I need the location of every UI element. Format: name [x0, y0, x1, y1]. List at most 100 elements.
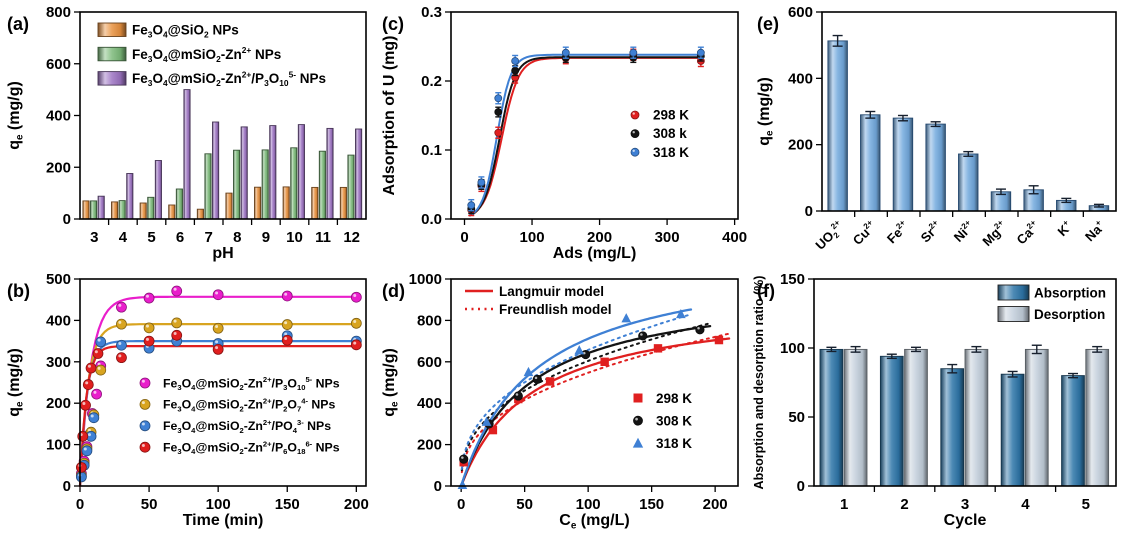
svg-text:(f): (f): [757, 281, 775, 301]
svg-text:3: 3: [90, 229, 98, 246]
svg-text:(e): (e): [757, 14, 779, 34]
svg-text:2: 2: [900, 496, 908, 513]
svg-text:0.0: 0.0: [421, 211, 442, 228]
svg-text:Fe2+: Fe2+: [884, 218, 912, 246]
svg-text:0: 0: [63, 478, 71, 495]
svg-text:318 K: 318 K: [656, 436, 692, 451]
svg-text:400: 400: [417, 395, 442, 412]
svg-text:Ce (mg/L): Ce (mg/L): [559, 512, 629, 532]
svg-text:0: 0: [797, 478, 805, 495]
svg-text:Langmuir model: Langmuir model: [499, 284, 604, 299]
svg-text:qe (mg/g): qe (mg/g): [381, 348, 401, 417]
svg-text:0: 0: [63, 211, 71, 228]
svg-text:50: 50: [516, 496, 533, 513]
svg-text:1: 1: [840, 496, 848, 513]
svg-text:Fe3O4@mSiO2-Zn2+/P3O105- NPs: Fe3O4@mSiO2-Zn2+/P3O105- NPs: [132, 69, 326, 88]
svg-text:150: 150: [639, 496, 664, 513]
svg-text:Fe3O4@mSiO2-Zn2+/PO43- NPs: Fe3O4@mSiO2-Zn2+/PO43- NPs: [163, 418, 331, 435]
svg-text:Fe3O4@mSiO2-Zn2+/P6O186- NPs: Fe3O4@mSiO2-Zn2+/P6O186- NPs: [163, 439, 340, 456]
chart-panel-e: UO22+Cu2+Fe2+Sr2+Ni2+Mg2+Ca2+ K+ Na+ 0 200 40…: [750, 0, 1126, 267]
chart-panel-d: 0 50 100 150 200 0 200 400 600 800 1000 Ce (mg/L) qe…: [375, 267, 750, 534]
svg-text:400: 400: [46, 312, 71, 329]
svg-text:4: 4: [1021, 496, 1030, 513]
svg-text:qe (mg/g): qe (mg/g): [756, 77, 776, 146]
svg-text:Desorption: Desorption: [1034, 307, 1105, 322]
svg-text:5: 5: [147, 229, 155, 246]
svg-text:4: 4: [119, 229, 128, 246]
svg-text:Ni2+: Ni2+: [950, 218, 977, 245]
svg-text:10: 10: [286, 229, 303, 246]
svg-text:600: 600: [788, 4, 813, 21]
svg-text:(b): (b): [7, 281, 30, 301]
svg-text:200: 200: [703, 496, 728, 513]
svg-text:Sr2+: Sr2+: [917, 218, 944, 245]
svg-text:Cycle: Cycle: [944, 512, 987, 529]
svg-text:298 K: 298 K: [653, 108, 689, 123]
svg-text:150: 150: [275, 496, 300, 513]
svg-text:100: 100: [576, 496, 601, 513]
svg-text:298 K: 298 K: [656, 391, 692, 406]
svg-text:3: 3: [961, 496, 969, 513]
svg-text:Mg2+: Mg2+: [979, 218, 1010, 249]
svg-text:Fe3O4@mSiO2-Zn2+ NPs: Fe3O4@mSiO2-Zn2+ NPs: [132, 45, 281, 64]
svg-text:9: 9: [262, 229, 270, 246]
svg-text:308 K: 308 K: [656, 414, 692, 429]
svg-text:qe (mg/g): qe (mg/g): [6, 81, 26, 150]
svg-text:5: 5: [1082, 496, 1090, 513]
svg-text:100: 100: [780, 340, 805, 357]
svg-text:800: 800: [46, 4, 71, 21]
svg-text:150: 150: [780, 271, 805, 288]
svg-text:200: 200: [417, 437, 442, 454]
svg-text:0.3: 0.3: [421, 4, 442, 21]
svg-text:400: 400: [722, 229, 747, 246]
chart-panel-c: 0 100 200 300 400 0.0 0.1 0.2 0.3 Ads (mg/L) Adsor…: [375, 0, 750, 267]
svg-text:200: 200: [344, 496, 369, 513]
svg-text:100: 100: [520, 229, 545, 246]
svg-text:Time (min): Time (min): [183, 512, 264, 529]
svg-text:800: 800: [417, 312, 442, 329]
svg-text:100: 100: [206, 496, 231, 513]
svg-text:12: 12: [343, 229, 360, 246]
svg-text:11: 11: [315, 229, 331, 246]
svg-text:50: 50: [788, 409, 805, 426]
svg-text:Ads (mg/L): Ads (mg/L): [553, 245, 637, 262]
svg-text:200: 200: [46, 159, 71, 176]
svg-text:(a): (a): [7, 14, 29, 34]
svg-text:0.2: 0.2: [421, 73, 442, 90]
svg-text:Na+: Na+: [1082, 218, 1108, 244]
svg-text:1000: 1000: [409, 271, 442, 288]
svg-text:400: 400: [788, 70, 813, 87]
svg-text:318 K: 318 K: [653, 145, 689, 160]
svg-text:Ca2+: Ca2+: [1013, 218, 1042, 247]
svg-text:8: 8: [233, 229, 241, 246]
svg-text:0: 0: [457, 496, 465, 513]
svg-text:0: 0: [460, 229, 468, 246]
svg-text:6: 6: [176, 229, 184, 246]
svg-text:Fe3O4@mSiO2-Zn2+/P2O74- NPs: Fe3O4@mSiO2-Zn2+/P2O74- NPs: [163, 397, 335, 414]
svg-text:(d): (d): [382, 281, 405, 301]
svg-text:Adsorption of U (mg): Adsorption of U (mg): [381, 36, 398, 196]
svg-text:Freundlish model: Freundlish model: [499, 302, 612, 317]
svg-text:qe (mg/g): qe (mg/g): [6, 348, 26, 417]
svg-text:200: 200: [587, 229, 612, 246]
svg-text:Fe3O4@SiO2 NPs: Fe3O4@SiO2 NPs: [132, 23, 239, 40]
svg-text:600: 600: [417, 354, 442, 371]
svg-text:200: 200: [46, 395, 71, 412]
svg-text:K+: K+: [1054, 218, 1075, 239]
svg-text:(c): (c): [382, 14, 404, 34]
svg-text:600: 600: [46, 56, 71, 73]
chart-panel-b: 0 50 100 150 200 0 100 200 300 400 500 Time (min) qe…: [0, 267, 375, 534]
svg-text:308 k: 308 k: [653, 126, 687, 141]
svg-text:Cu2+: Cu2+: [849, 218, 879, 248]
svg-text:UO22+: UO22+: [812, 218, 848, 254]
svg-text:0: 0: [434, 478, 442, 495]
svg-text:0: 0: [76, 496, 84, 513]
svg-text:50: 50: [141, 496, 158, 513]
svg-text:300: 300: [655, 229, 680, 246]
svg-text:100: 100: [46, 437, 71, 454]
svg-text:200: 200: [788, 137, 813, 154]
svg-text:0.1: 0.1: [421, 142, 442, 159]
svg-text:500: 500: [46, 271, 71, 288]
